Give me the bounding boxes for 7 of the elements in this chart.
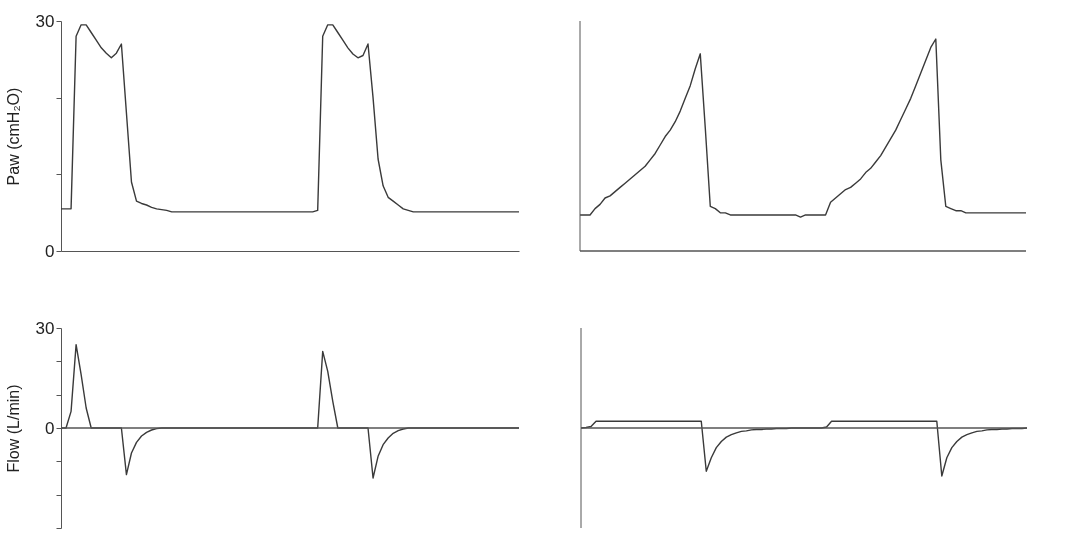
y-axis-title: Flow (L/min) (4, 384, 22, 473)
line-series (61, 24, 519, 213)
y-tick-label: 0 (45, 241, 55, 261)
y-tick-label: 30 (35, 11, 55, 31)
y-tick-label: 30 (35, 318, 55, 338)
y-axis-title: Paw (cmH₂O) (4, 87, 22, 186)
y-tick-label: 0 (45, 418, 55, 438)
